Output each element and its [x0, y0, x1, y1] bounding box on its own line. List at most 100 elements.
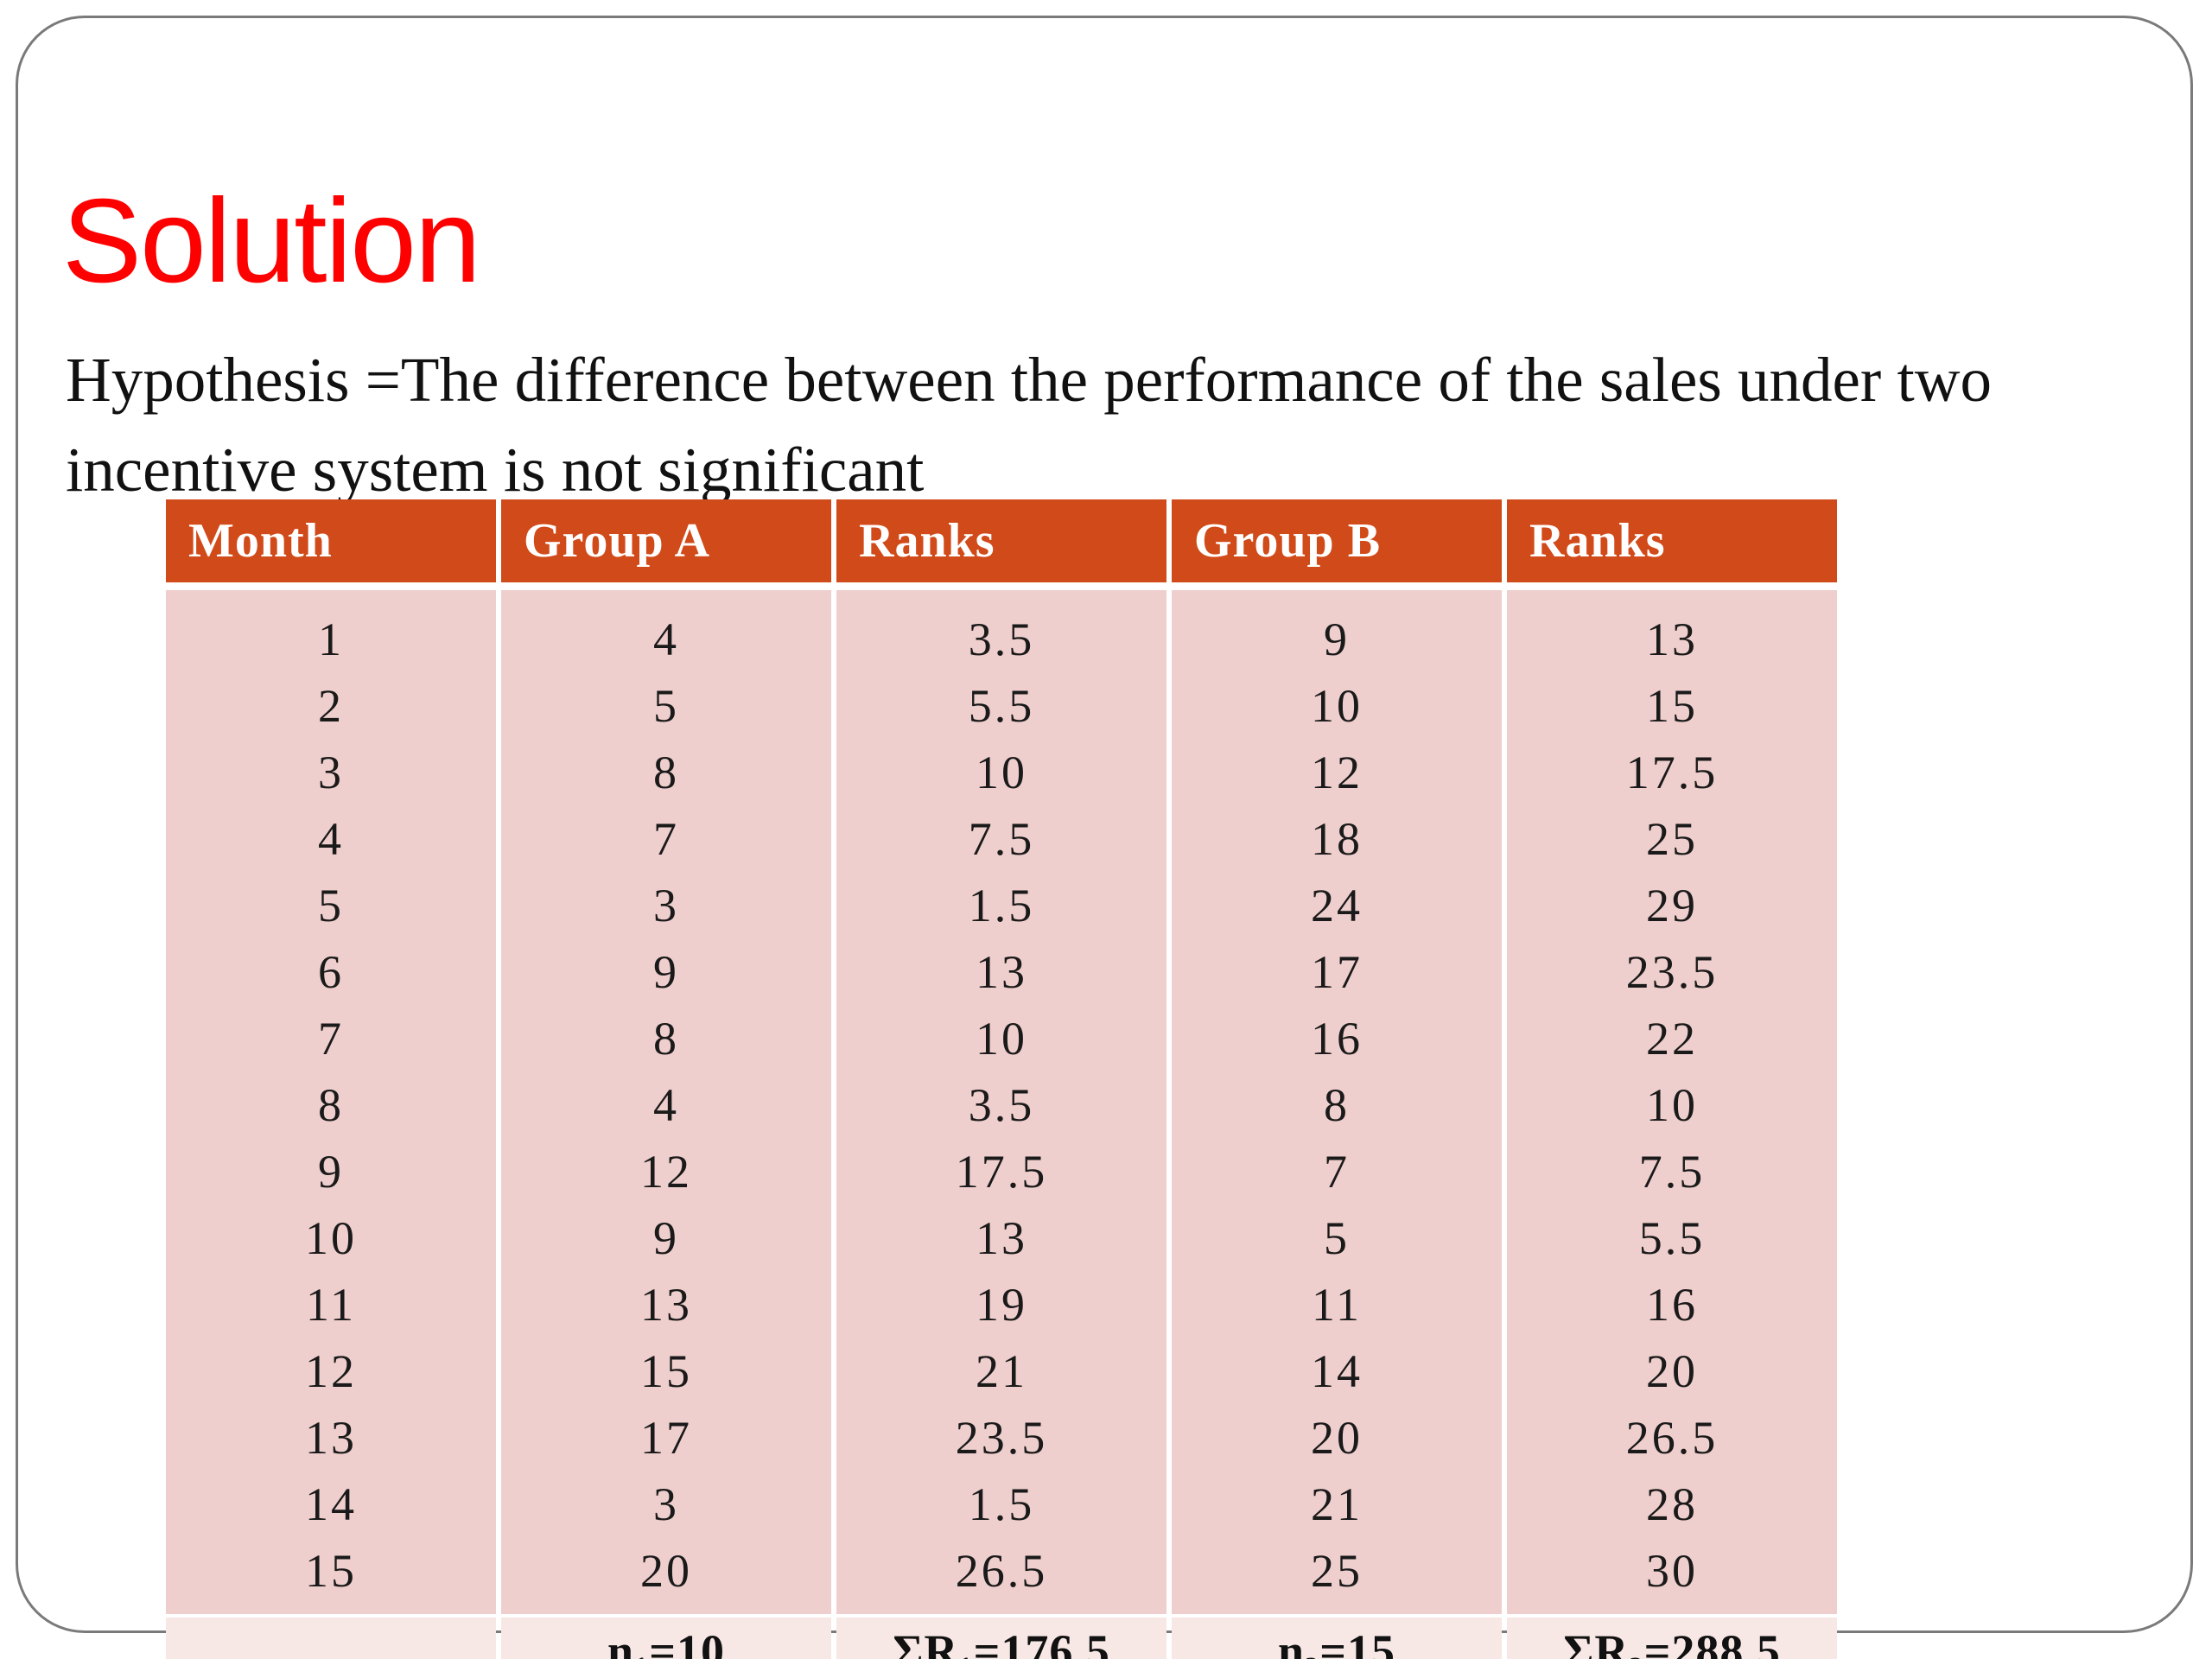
header-group-a: Group A — [501, 499, 831, 590]
cell-group-a: 9 — [501, 938, 831, 1005]
cell-group-b: 12 — [1172, 739, 1502, 805]
cell-ranks-a: 1.5 — [836, 872, 1166, 938]
cell-ranks-b: 15 — [1507, 672, 1837, 739]
cell-group-a: 4 — [501, 1071, 831, 1138]
ranks-table: Month Group A Ranks Group B Ranks 1 4 3.5 9… — [161, 499, 1842, 1659]
cell-ranks-a: 10 — [836, 739, 1166, 805]
cell-group-b: 7 — [1172, 1138, 1502, 1205]
footer-sum-r1: ΣR₁=176.5 — [836, 1614, 1166, 1659]
hypothesis-text: Hypothesis =The difference between the p… — [66, 345, 1992, 505]
cell-group-b: 18 — [1172, 805, 1502, 872]
cell-ranks-b: 16 — [1507, 1271, 1837, 1338]
cell-month: 2 — [166, 672, 496, 739]
cell-month: 1 — [166, 590, 496, 672]
header-ranks-a: Ranks — [836, 499, 1166, 590]
cell-month: 4 — [166, 805, 496, 872]
table-row: 7 8 10 16 22 — [166, 1005, 1837, 1071]
cell-ranks-b: 28 — [1507, 1471, 1837, 1537]
cell-group-b: 11 — [1172, 1271, 1502, 1338]
footer-n1: n₁=10 — [501, 1614, 831, 1659]
table-row: 12 15 21 14 20 — [166, 1338, 1837, 1404]
table-header-row: Month Group A Ranks Group B Ranks — [166, 499, 1837, 590]
cell-group-b: 5 — [1172, 1205, 1502, 1271]
cell-ranks-a: 5.5 — [836, 672, 1166, 739]
cell-group-a: 13 — [501, 1271, 831, 1338]
cell-ranks-a: 26.5 — [836, 1537, 1166, 1614]
table-row: 10 9 13 5 5.5 — [166, 1205, 1837, 1271]
cell-group-b: 14 — [1172, 1338, 1502, 1404]
cell-ranks-b: 29 — [1507, 872, 1837, 938]
cell-group-b: 21 — [1172, 1471, 1502, 1537]
table-row: 4 7 7.5 18 25 — [166, 805, 1837, 872]
cell-month: 10 — [166, 1205, 496, 1271]
cell-ranks-b: 20 — [1507, 1338, 1837, 1404]
cell-group-b: 20 — [1172, 1404, 1502, 1471]
ranks-table-container: Month Group A Ranks Group B Ranks 1 4 3.5 9… — [166, 499, 1837, 1659]
table-footer-row: n₁=10 ΣR₁=176.5 n₂=15 ΣR₂=288.5 — [166, 1614, 1837, 1659]
cell-ranks-a: 1.5 — [836, 1471, 1166, 1537]
table-row: 11 13 19 11 16 — [166, 1271, 1837, 1338]
cell-group-a: 8 — [501, 1005, 831, 1071]
table-row: 3 8 10 12 17.5 — [166, 739, 1837, 805]
cell-ranks-b: 25 — [1507, 805, 1837, 872]
cell-month: 15 — [166, 1537, 496, 1614]
cell-ranks-b: 7.5 — [1507, 1138, 1837, 1205]
cell-month: 5 — [166, 872, 496, 938]
cell-ranks-b: 22 — [1507, 1005, 1837, 1071]
header-group-b: Group B — [1172, 499, 1502, 590]
cell-month: 7 — [166, 1005, 496, 1071]
cell-month: 12 — [166, 1338, 496, 1404]
footer-cell-empty — [166, 1614, 496, 1659]
cell-group-a: 20 — [501, 1537, 831, 1614]
cell-ranks-a: 3.5 — [836, 1071, 1166, 1138]
table-row: 8 4 3.5 8 10 — [166, 1071, 1837, 1138]
footer-n2: n₂=15 — [1172, 1614, 1502, 1659]
cell-month: 14 — [166, 1471, 496, 1537]
cell-ranks-b: 23.5 — [1507, 938, 1837, 1005]
cell-month: 3 — [166, 739, 496, 805]
footer-sum-r2: ΣR₂=288.5 — [1507, 1614, 1837, 1659]
cell-group-b: 8 — [1172, 1071, 1502, 1138]
table-row: 2 5 5.5 10 15 — [166, 672, 1837, 739]
cell-group-a: 3 — [501, 872, 831, 938]
cell-group-b: 25 — [1172, 1537, 1502, 1614]
cell-group-a: 15 — [501, 1338, 831, 1404]
cell-group-b: 10 — [1172, 672, 1502, 739]
cell-ranks-a: 7.5 — [836, 805, 1166, 872]
cell-ranks-a: 13 — [836, 1205, 1166, 1271]
cell-group-a: 8 — [501, 739, 831, 805]
table-row: 14 3 1.5 21 28 — [166, 1471, 1837, 1537]
cell-ranks-b: 30 — [1507, 1537, 1837, 1614]
cell-ranks-a: 19 — [836, 1271, 1166, 1338]
cell-ranks-b: 10 — [1507, 1071, 1837, 1138]
cell-ranks-b: 26.5 — [1507, 1404, 1837, 1471]
cell-ranks-b: 5.5 — [1507, 1205, 1837, 1271]
table-body: 1 4 3.5 9 13 2 5 5.5 10 15 3 8 10 12 17.5 4 7 7.5 18 25 5 3 1.… — [166, 590, 1837, 1614]
cell-ranks-b: 13 — [1507, 590, 1837, 672]
cell-group-b: 24 — [1172, 872, 1502, 938]
cell-ranks-a: 3.5 — [836, 590, 1166, 672]
cell-group-b: 17 — [1172, 938, 1502, 1005]
cell-group-a: 3 — [501, 1471, 831, 1537]
cell-ranks-a: 13 — [836, 938, 1166, 1005]
cell-group-a: 9 — [501, 1205, 831, 1271]
cell-month: 6 — [166, 938, 496, 1005]
cell-group-b: 9 — [1172, 590, 1502, 672]
table-row: 13 17 23.5 20 26.5 — [166, 1404, 1837, 1471]
table-row: 9 12 17.5 7 7.5 — [166, 1138, 1837, 1205]
cell-group-a: 7 — [501, 805, 831, 872]
table-row: 5 3 1.5 24 29 — [166, 872, 1837, 938]
cell-ranks-a: 21 — [836, 1338, 1166, 1404]
header-month: Month — [166, 499, 496, 590]
cell-ranks-a: 17.5 — [836, 1138, 1166, 1205]
cell-group-a: 12 — [501, 1138, 831, 1205]
cell-ranks-a: 10 — [836, 1005, 1166, 1071]
cell-ranks-a: 23.5 — [836, 1404, 1166, 1471]
table-row: 1 4 3.5 9 13 — [166, 590, 1837, 672]
table-row: 15 20 26.5 25 30 — [166, 1537, 1837, 1614]
slide-title: Solution — [62, 175, 481, 308]
cell-group-b: 16 — [1172, 1005, 1502, 1071]
cell-group-a: 5 — [501, 672, 831, 739]
cell-group-a: 17 — [501, 1404, 831, 1471]
